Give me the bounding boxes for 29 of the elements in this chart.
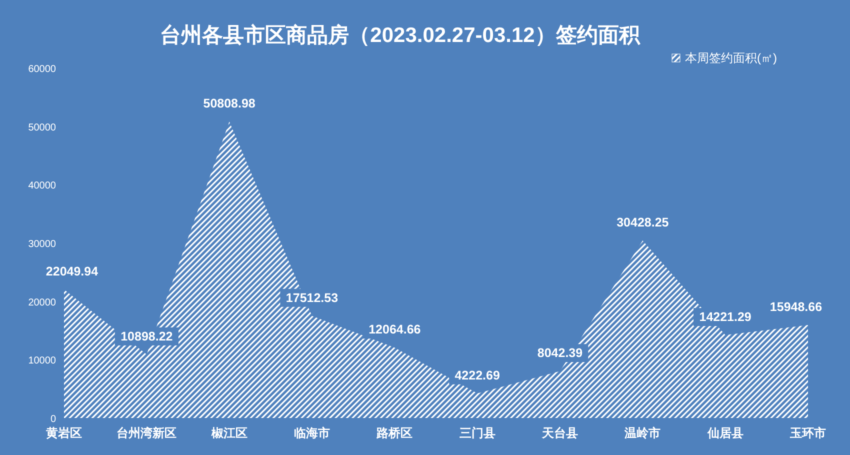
- data-label: 12064.66: [368, 322, 421, 337]
- y-tick-label: 60000: [28, 64, 56, 75]
- data-label: 17512.53: [286, 290, 338, 305]
- x-tick-label: 黄岩区: [45, 426, 82, 440]
- y-tick-label: 0: [50, 414, 56, 425]
- x-tick-label: 天台县: [541, 426, 578, 440]
- data-label: 8042.39: [537, 346, 583, 360]
- x-tick-label: 台州湾新区: [116, 426, 177, 440]
- y-tick-label: 30000: [28, 239, 56, 250]
- data-label: 22049.94: [46, 264, 98, 278]
- x-tick-label: 椒江区: [210, 426, 248, 440]
- y-tick-label: 40000: [28, 180, 56, 192]
- data-label: 30428.25: [616, 216, 669, 230]
- data-label: 15948.66: [770, 300, 822, 314]
- legend-label: 本周签约面积(㎡): [685, 51, 777, 65]
- data-label: 4222.69: [454, 368, 500, 382]
- data-label: 50808.98: [203, 96, 256, 111]
- x-tick-label: 玉环市: [789, 426, 826, 440]
- x-tick-label: 临海市: [294, 426, 330, 440]
- y-tick-label: 20000: [28, 297, 56, 308]
- chart-title: 台州各县市区商品房（2023.02.27-03.12）签约面积: [160, 23, 641, 47]
- y-tick-label: 50000: [28, 122, 56, 134]
- data-label: 10898.22: [120, 329, 173, 344]
- x-tick-label: 三门县: [459, 426, 496, 440]
- x-tick-label: 仙居县: [706, 426, 744, 440]
- y-tick-label: 10000: [28, 356, 56, 367]
- x-tick-label: 路桥区: [376, 426, 413, 440]
- x-tick-label: 温岭市: [624, 426, 661, 440]
- data-label: 14221.29: [699, 310, 752, 324]
